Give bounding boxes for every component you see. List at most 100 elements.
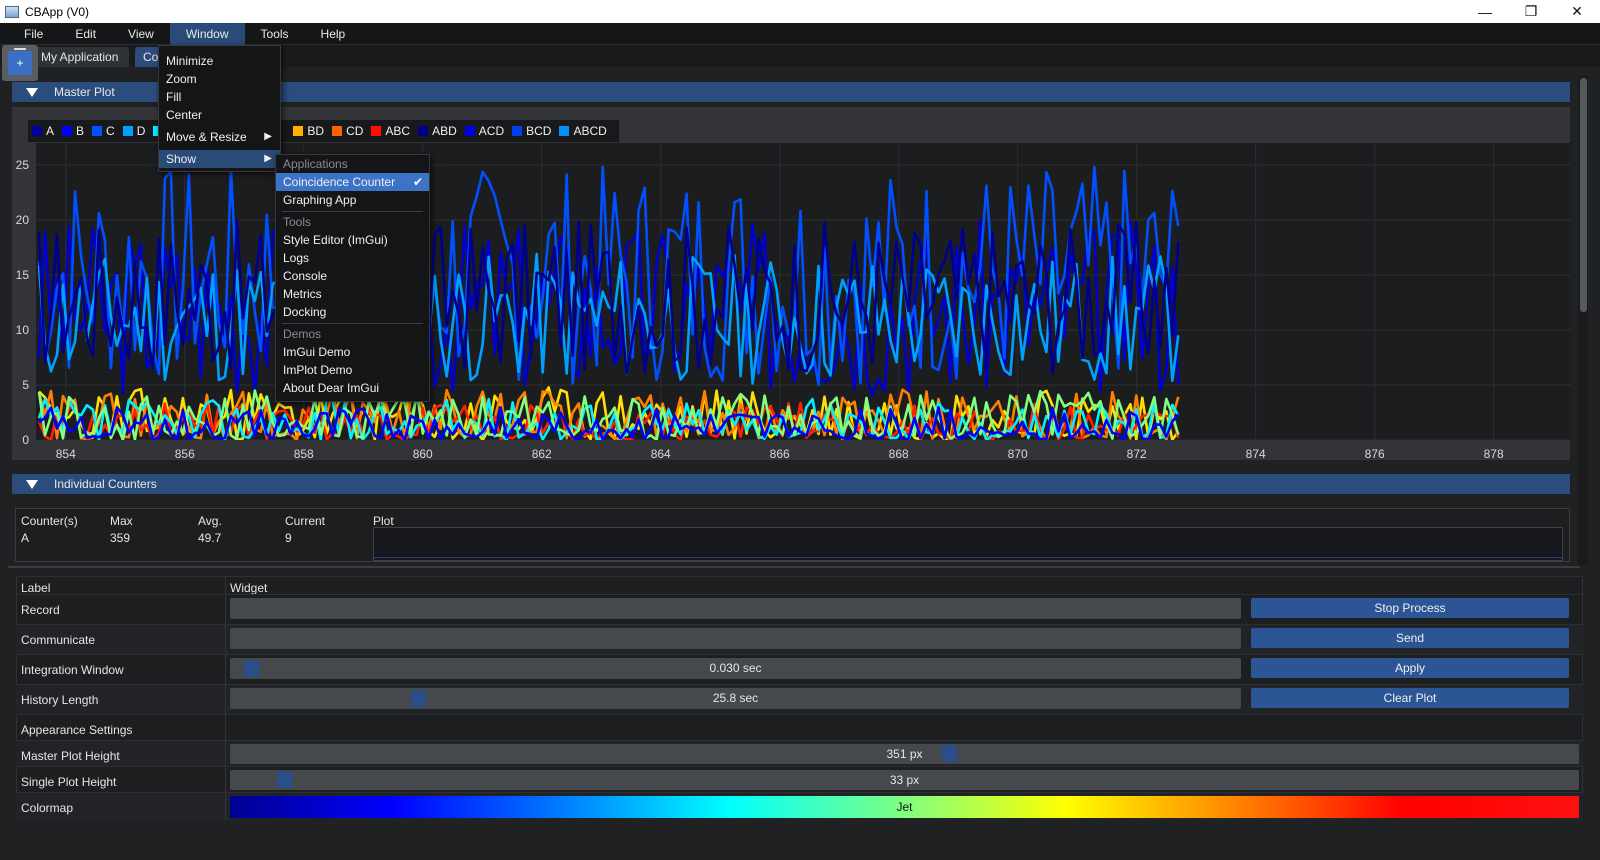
menu-item-minimize[interactable]: Minimize [159, 52, 280, 70]
collapse-triangle-icon [26, 87, 38, 97]
legend-item[interactable]: ABD [418, 124, 457, 138]
legend-item[interactable]: BD [293, 124, 324, 138]
legend-swatch [92, 126, 103, 136]
settings-row [16, 766, 1583, 792]
menu-item-label: Zoom [166, 72, 197, 86]
col-max: Max [110, 514, 133, 528]
integration-slider-grab[interactable] [244, 660, 259, 677]
legend-label: D [136, 124, 146, 138]
communicate-input[interactable] [230, 628, 1241, 649]
menu-item-fill[interactable]: Fill [159, 88, 280, 106]
record-label: Record [21, 603, 60, 617]
legend-swatch [62, 126, 73, 136]
legend-label: B [76, 124, 85, 138]
legend-swatch [418, 126, 429, 136]
menu-item-implot-demo[interactable]: ImPlot Demo [276, 361, 429, 379]
single-plot-height-slider[interactable]: 33 px [230, 770, 1579, 790]
legend-label: CD [346, 124, 364, 138]
menu-item-move-resize[interactable]: Move & Resize ▶ [159, 128, 280, 146]
master-plot-header[interactable]: Master Plot [12, 82, 1570, 102]
history-length-label: History Length [21, 693, 99, 707]
appearance-settings-label: Appearance Settings [21, 723, 133, 737]
menu-file[interactable]: File [24, 26, 44, 41]
menu-item-docking[interactable]: Docking [276, 303, 429, 321]
apply-button[interactable]: Apply [1251, 658, 1569, 678]
legend-swatch [512, 126, 523, 136]
send-button[interactable]: Send [1251, 628, 1569, 648]
legend-item[interactable]: B [62, 124, 84, 138]
col-label: Label [21, 581, 51, 595]
menu-help[interactable]: Help [320, 26, 346, 41]
menu-item-imgui-demo[interactable]: ImGui Demo [276, 343, 429, 361]
menu-item-center[interactable]: Center [159, 106, 280, 124]
history-length-slider[interactable]: 25.8 sec [230, 688, 1241, 709]
legend-label: ACD [478, 124, 505, 138]
tab-my-application[interactable]: My Application [33, 47, 129, 67]
menu-edit[interactable]: Edit [75, 26, 97, 41]
menu-item-label: Logs [283, 251, 310, 265]
legend-swatch [32, 126, 42, 136]
menu-separator [282, 211, 423, 212]
legend-label: BCD [526, 124, 552, 138]
legend-item[interactable]: ACD [464, 124, 505, 138]
stop-process-button[interactable]: Stop Process [1251, 598, 1569, 618]
maximize-button[interactable]: ❐ [1524, 3, 1538, 19]
master-plot-height-slider[interactable]: 351 px [230, 744, 1579, 764]
close-button[interactable]: ✕ [1571, 3, 1583, 19]
dock-button[interactable]: + [2, 45, 38, 81]
individual-counters-header[interactable]: Individual Counters [12, 474, 1570, 494]
legend-label: BD [307, 124, 325, 138]
master-plot-svg[interactable] [36, 143, 1571, 442]
menu-item-label: About Dear ImGui [283, 381, 380, 395]
minimize-button[interactable]: — [1478, 3, 1492, 20]
settings-column-separator [225, 576, 226, 820]
menu-tools[interactable]: Tools [260, 26, 289, 41]
menu-item-metrics[interactable]: Metrics [276, 285, 429, 303]
series-line [37, 165, 1180, 387]
menu-view[interactable]: View [128, 26, 154, 41]
window-title: CBApp (V0) [25, 4, 90, 19]
main-scrollbar[interactable] [1578, 76, 1588, 566]
integration-window-slider[interactable]: 0.030 sec [230, 658, 1241, 679]
series-line [38, 405, 1180, 442]
app-icon [5, 5, 19, 18]
menu-window[interactable]: Window [169, 22, 245, 45]
panel-divider[interactable] [8, 566, 1580, 568]
menu-item-console[interactable]: Console [276, 267, 429, 285]
clear-plot-button[interactable]: Clear Plot [1251, 688, 1569, 708]
record-field[interactable] [230, 598, 1241, 619]
menu-item-label: Console [283, 269, 328, 283]
legend-swatch [122, 126, 133, 136]
scrollbar-thumb[interactable] [1580, 78, 1587, 312]
single-height-slider-grab[interactable] [277, 771, 292, 788]
menu-item-zoom[interactable]: Zoom [159, 70, 280, 88]
history-slider-grab[interactable] [411, 690, 426, 707]
legend-item[interactable]: C [92, 124, 115, 138]
legend-item[interactable]: ABC [371, 124, 410, 138]
legend-item[interactable]: BCD [512, 124, 551, 138]
legend-item[interactable]: ABCD [559, 124, 607, 138]
menu-item-style-editor[interactable]: Style Editor (ImGui) [276, 231, 429, 249]
colormap-selector[interactable]: Jet [230, 796, 1579, 818]
title-bar: CBApp (V0) — ❐ ✕ [0, 0, 1600, 23]
legend-item[interactable]: D [122, 124, 146, 138]
col-current: Current [285, 514, 326, 528]
col-widget: Widget [230, 581, 268, 595]
menu-item-coincidence-counter[interactable]: Coincidence Counter ✔ [276, 173, 429, 191]
checkmark-icon: ✔ [412, 175, 423, 189]
menu-item-graphing-app[interactable]: Graphing App [276, 191, 429, 209]
mini-plot-line [374, 557, 1562, 558]
legend-swatch [464, 126, 475, 136]
legend-swatch [332, 126, 343, 136]
menu-item-show[interactable]: Show ▶ [159, 150, 280, 168]
counter-mini-plot[interactable] [373, 527, 1563, 561]
menu-item-label: Minimize [166, 54, 214, 68]
menu-item-about-imgui[interactable]: About Dear ImGui [276, 379, 429, 397]
submenu-arrow-icon: ▶ [264, 131, 272, 142]
menu-item-logs[interactable]: Logs [276, 249, 429, 267]
legend-item[interactable]: A [32, 124, 54, 138]
menu-item-label: Graphing App [283, 193, 357, 207]
master-height-slider-grab[interactable] [942, 745, 957, 762]
master-plot-area[interactable] [36, 143, 1571, 442]
legend-item[interactable]: CD [332, 124, 363, 138]
